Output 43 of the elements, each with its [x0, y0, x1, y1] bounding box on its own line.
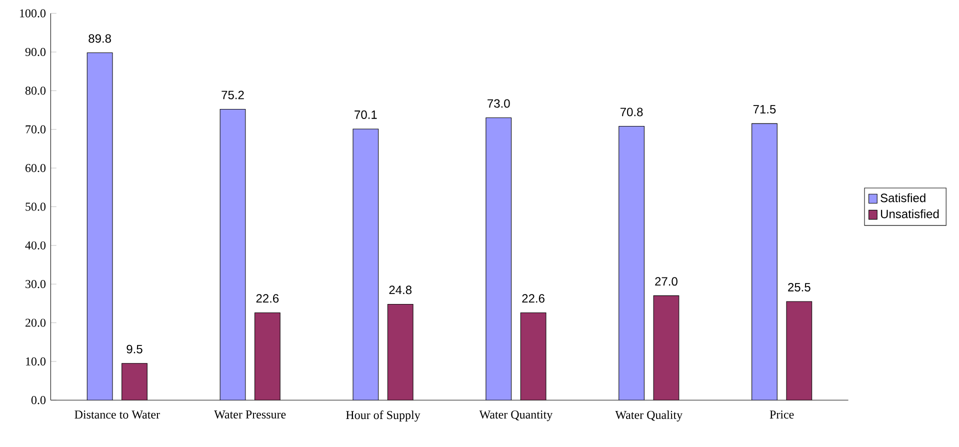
- data-label: 73.0: [488, 99, 510, 108]
- bar: [786, 301, 812, 400]
- y-tick-label: 40.0: [25, 241, 46, 250]
- legend-label: Unsatisfied: [880, 209, 939, 218]
- y-tick-label: 20.0: [26, 318, 46, 327]
- data-label: 22.6: [522, 294, 544, 303]
- legend-label: Satisfied: [880, 193, 926, 202]
- bar: [254, 312, 280, 400]
- bar: [752, 123, 778, 400]
- x-tick-label: Hour of Supply: [346, 410, 420, 422]
- y-tick-label: 0.0: [31, 396, 46, 404]
- bar: [87, 52, 112, 400]
- y-tick-label: 90.0: [25, 48, 46, 56]
- y-tick-label: 10.0: [26, 357, 46, 366]
- data-label: 9.5: [126, 344, 142, 354]
- bar: [353, 129, 378, 400]
- x-tick-label: Price: [770, 410, 794, 419]
- bar: [220, 109, 246, 400]
- data-label: 75.2: [222, 90, 244, 100]
- data-label: 22.6: [256, 294, 279, 303]
- y-tick-label: 100.0: [20, 9, 46, 18]
- y-tick-label: 60.0: [26, 164, 46, 172]
- x-tick-label: Distance to Water: [74, 410, 160, 419]
- y-tick-label: 50.0: [26, 202, 46, 211]
- x-tick-label: Water Quantity: [479, 410, 553, 422]
- data-label: 27.0: [655, 277, 678, 286]
- bar: [486, 118, 512, 400]
- bar: [520, 312, 546, 400]
- y-tick-label: 70.0: [26, 125, 46, 134]
- y-tick-label: 30.0: [26, 280, 46, 288]
- data-label: 25.5: [788, 283, 810, 292]
- bar: [618, 126, 644, 400]
- data-label: 24.8: [389, 286, 412, 294]
- data-label: 70.8: [620, 108, 643, 116]
- bar: [122, 363, 148, 400]
- data-label: 70.1: [354, 110, 377, 120]
- x-tick-label: Water Quality: [615, 410, 683, 422]
- bar: [653, 296, 680, 400]
- bar: [387, 304, 414, 400]
- x-tick-label: Water Pressure: [214, 410, 286, 419]
- data-label: 89.8: [88, 34, 111, 43]
- y-tick-label: 80.0: [25, 86, 46, 95]
- data-label: 71.5: [753, 105, 776, 114]
